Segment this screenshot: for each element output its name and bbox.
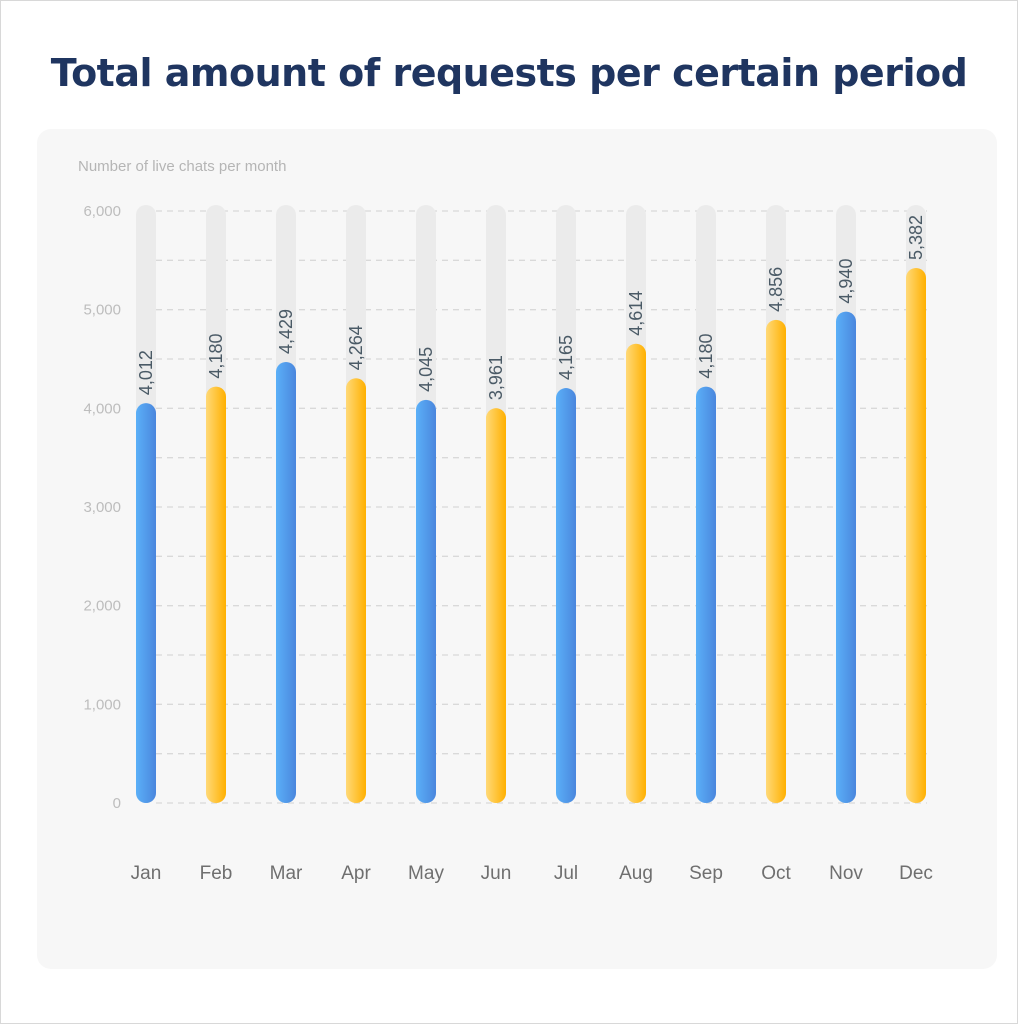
x-tick-label: Nov xyxy=(829,863,863,884)
x-tick-label: Apr xyxy=(341,863,371,884)
bar xyxy=(206,386,226,803)
y-tick-label: 0 xyxy=(113,795,121,812)
data-label: 4,940 xyxy=(836,259,856,304)
bar xyxy=(416,399,436,803)
data-label: 4,045 xyxy=(416,347,436,392)
x-tick-label: Jun xyxy=(481,863,512,884)
y-tick-label: 6,000 xyxy=(83,203,121,220)
data-label: 5,382 xyxy=(906,215,926,260)
bar xyxy=(346,378,366,803)
x-tick-label: Feb xyxy=(200,863,233,884)
data-label: 3,961 xyxy=(486,355,506,400)
chart-subtitle: Number of live chats per month xyxy=(78,158,287,175)
bar xyxy=(836,311,856,803)
data-label: 4,429 xyxy=(276,309,296,354)
y-tick-label: 2,000 xyxy=(83,598,121,615)
x-tick-label: Jan xyxy=(131,863,162,884)
x-tick-label: Jul xyxy=(554,863,578,884)
x-tick-label: Oct xyxy=(761,863,791,884)
data-label: 4,012 xyxy=(136,350,156,395)
x-tick-label: Aug xyxy=(619,863,653,884)
bar xyxy=(626,343,646,803)
bar xyxy=(136,403,156,803)
bar xyxy=(906,267,926,803)
x-tick-label: Sep xyxy=(689,863,723,884)
y-tick-label: 1,000 xyxy=(83,696,121,713)
x-tick-label: Mar xyxy=(270,863,303,884)
bar xyxy=(766,319,786,803)
y-tick-label: 5,000 xyxy=(83,302,121,319)
data-label: 4,165 xyxy=(556,335,576,380)
data-label: 4,180 xyxy=(206,334,226,379)
chart-title: Total amount of requests per certain per… xyxy=(50,51,968,95)
bar xyxy=(276,362,296,803)
data-label: 4,264 xyxy=(346,325,366,370)
bar xyxy=(556,388,576,803)
y-tick-label: 4,000 xyxy=(83,400,121,417)
data-label: 4,614 xyxy=(626,291,646,336)
x-tick-label: May xyxy=(408,863,444,884)
data-label: 4,180 xyxy=(696,334,716,379)
y-tick-label: 3,000 xyxy=(83,499,121,516)
x-tick-label: Dec xyxy=(899,863,933,884)
data-label: 4,856 xyxy=(766,267,786,312)
bar xyxy=(486,408,506,803)
bar xyxy=(696,386,716,803)
